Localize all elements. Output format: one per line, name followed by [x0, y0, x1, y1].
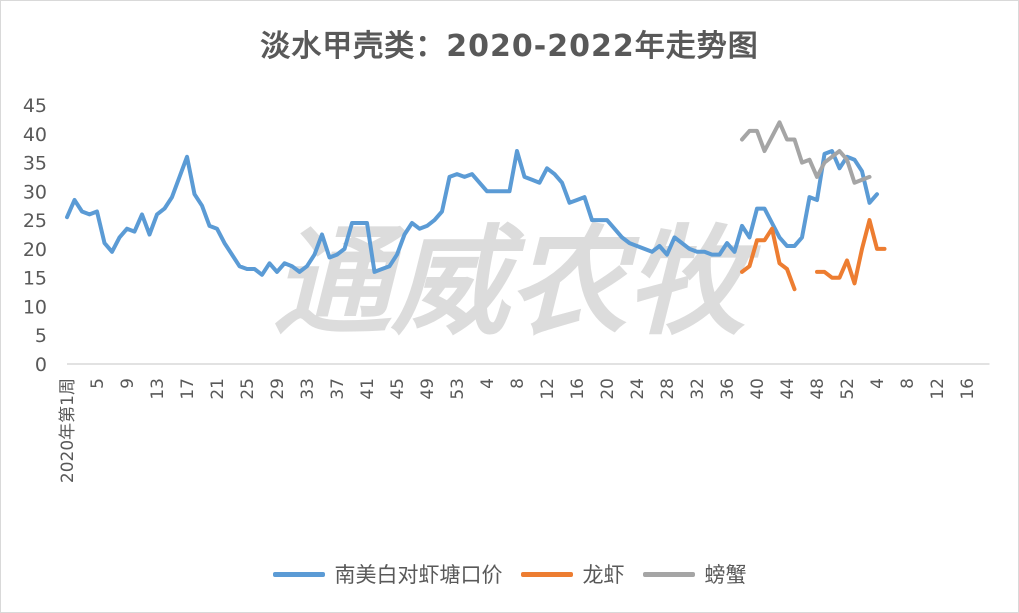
y-tick-label: 25	[23, 210, 47, 232]
series-line-1	[740, 226, 797, 292]
x-tick-label: 16	[958, 378, 978, 400]
x-tick-label: 13	[148, 378, 168, 400]
legend-item: 南美白对虾塘口价	[272, 559, 503, 589]
chart-title: 淡水甲壳类：2020-2022年走势图	[260, 29, 759, 64]
y-tick-label: 45	[23, 95, 47, 117]
x-tick-label: 9	[118, 378, 138, 389]
legend-swatch	[520, 571, 573, 577]
legend: 南美白对虾塘口价 龙虾 螃蟹	[1, 559, 1018, 589]
y-tick-label: 30	[23, 181, 47, 203]
legend-swatch	[272, 571, 325, 577]
y-tick-label: 10	[23, 296, 47, 318]
x-tick-label: 12	[538, 378, 558, 400]
x-tick-label: 53	[448, 378, 468, 400]
y-tick-label: 20	[23, 239, 47, 261]
legend-item: 龙虾	[520, 559, 625, 589]
x-tick-label: 25	[238, 378, 258, 400]
legend-label: 龙虾	[582, 563, 625, 587]
x-tick-label: 24	[628, 378, 648, 400]
y-tick-label: 15	[23, 268, 47, 290]
y-tick-label: 40	[23, 124, 47, 146]
x-tick-label: 32	[688, 378, 708, 400]
x-tick-label: 45	[388, 378, 408, 400]
x-tick-label: 5	[88, 378, 108, 389]
legend-swatch	[642, 571, 695, 577]
legend-label: 南美白对虾塘口价	[334, 563, 503, 587]
y-tick-label: 0	[35, 354, 47, 376]
x-tick-label: 16	[568, 378, 588, 400]
series-line-0	[65, 149, 879, 277]
watermark-text: 通威农牧	[273, 213, 761, 351]
series-line-1	[815, 218, 887, 286]
y-tick-label: 5	[35, 325, 47, 347]
x-tick-label: 8	[898, 378, 918, 389]
x-tick-label: 37	[328, 378, 348, 400]
x-tick-label: 20	[598, 378, 618, 400]
x-tick-label: 2020年第1周	[58, 378, 78, 483]
x-tick-label: 49	[418, 378, 438, 400]
x-tick-label: 4	[868, 378, 888, 389]
y-axis-ticks: 0 5 10 15 20 25 30 35 40 45	[23, 95, 47, 376]
x-tick-label: 12	[928, 378, 948, 400]
y-tick-label: 35	[23, 153, 47, 175]
legend-item: 螃蟹	[642, 559, 747, 589]
x-tick-label: 48	[808, 378, 828, 400]
x-tick-label: 28	[658, 378, 678, 400]
x-tick-label: 40	[748, 378, 768, 400]
x-axis-ticks: 2020年第1周 5 9 13 17 21 25 29 33 37 41 45 49 53 4 8 12 16 20…	[58, 378, 978, 483]
x-tick-label: 36	[718, 378, 738, 400]
series-line-2	[740, 120, 872, 185]
x-tick-label: 41	[358, 378, 378, 400]
x-tick-label: 44	[778, 378, 798, 400]
legend-label: 螃蟹	[704, 563, 747, 587]
x-tick-label: 52	[838, 378, 858, 400]
x-tick-label: 29	[268, 378, 288, 400]
x-tick-label: 8	[508, 378, 528, 389]
x-tick-label: 33	[298, 378, 318, 400]
series-lines	[65, 120, 887, 292]
x-tick-label: 17	[178, 378, 198, 400]
x-tick-label: 21	[208, 378, 228, 400]
x-tick-label: 4	[478, 378, 498, 389]
